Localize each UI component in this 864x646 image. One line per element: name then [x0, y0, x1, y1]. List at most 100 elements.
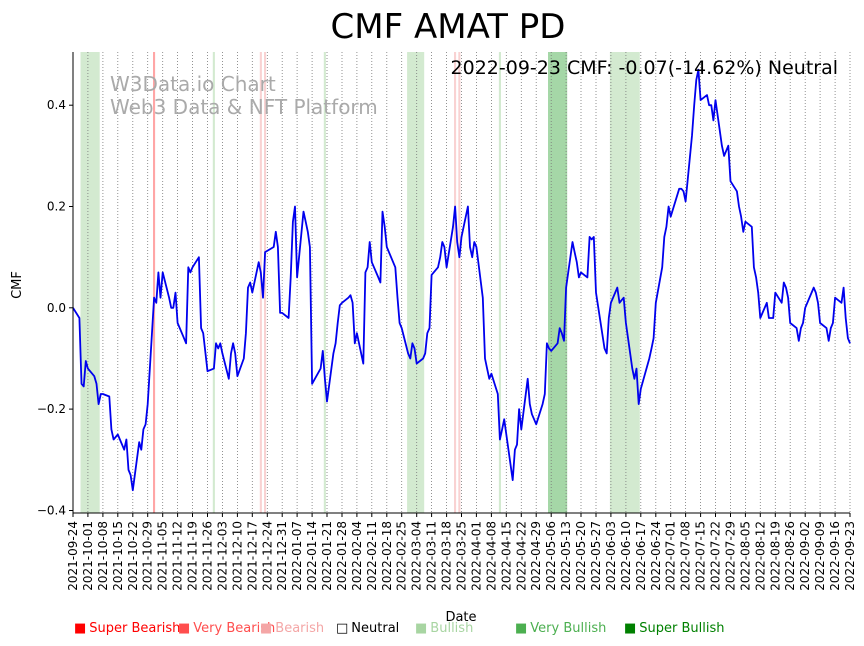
x-tick-label: 2022-01-28 — [335, 521, 349, 591]
y-ticks: −0.4 −0.2 0.0 0.2 0.4 — [37, 98, 73, 518]
legend-swatch: ■ — [74, 621, 87, 636]
x-tick-label: 2021-10-08 — [96, 521, 110, 591]
x-tick-label: 2022-07-01 — [664, 521, 678, 591]
signal-band — [407, 52, 425, 513]
x-tick-label: 2021-12-10 — [230, 521, 244, 591]
legend-swatch: ■ — [178, 621, 191, 636]
legend-item: □ Neutral — [336, 621, 399, 636]
y-tick-label: −0.2 — [37, 402, 66, 416]
signal-band — [498, 52, 501, 513]
vertical-grid — [72, 52, 851, 513]
legend-label: Very Bearish — [193, 621, 276, 636]
legend: ■ Super Bearish ■ Very Bearish ■ Bearish □ Neut… — [74, 621, 854, 637]
x-tick-label: 2021-09-24 — [66, 521, 80, 591]
x-tick-label: 2022-08-19 — [768, 521, 782, 591]
x-tick-label: 2022-09-16 — [828, 521, 842, 591]
legend-label: Very Bullish — [530, 621, 607, 636]
signal-band — [454, 52, 457, 513]
legend-item: ■ Super Bullish — [624, 621, 725, 636]
x-tick-label: 2022-05-27 — [589, 521, 603, 591]
x-tick-label: 2022-02-04 — [350, 521, 364, 591]
legend-swatch: ■ — [415, 621, 428, 636]
x-tick-label: 2022-09-02 — [798, 521, 812, 591]
legend-label: Bullish — [430, 621, 474, 636]
x-tick-label: 2021-12-17 — [245, 521, 259, 591]
x-tick-label: 2022-06-24 — [649, 521, 663, 591]
legend-swatch: ■ — [515, 621, 528, 636]
x-tick-label: 2022-03-04 — [410, 521, 424, 591]
y-tick-label: 0.0 — [47, 301, 66, 315]
x-tick-label: 2022-08-12 — [753, 521, 767, 591]
x-ticks: 2021-09-24 2021-10-01 2021-10-08 2021-10-15… — [66, 513, 857, 591]
legend-label: Bearish — [275, 621, 325, 636]
x-tick-label: 2022-07-08 — [679, 521, 693, 591]
x-tick-label: 2022-05-20 — [574, 521, 588, 591]
legend-swatch: ■ — [624, 621, 637, 636]
legend-item: ■ Very Bullish — [515, 621, 606, 636]
x-tick-label: 2022-02-25 — [395, 521, 409, 591]
y-tick-label: 0.4 — [47, 98, 66, 112]
x-tick-label: 2022-08-26 — [783, 521, 797, 591]
series-line — [72, 68, 851, 492]
x-axis-label: Date — [445, 610, 476, 625]
x-tick-label: 2022-02-18 — [380, 521, 394, 591]
x-tick-label: 2021-10-29 — [141, 521, 155, 591]
legend-item: ■ Super Bearish — [74, 621, 180, 636]
watermark-line-2: Web3 Data & NFT Platform — [110, 95, 378, 119]
cmf-line — [72, 68, 851, 492]
x-tick-label: 2021-11-26 — [201, 521, 215, 591]
legend-item: ■ Very Bearish — [178, 621, 275, 636]
x-tick-label: 2022-09-23 — [843, 521, 857, 591]
x-tick-label: 2021-10-15 — [111, 521, 125, 591]
x-tick-label: 2022-09-09 — [813, 521, 827, 591]
legend-label: Super Bullish — [639, 621, 725, 636]
legend-swatch: □ — [336, 621, 349, 636]
signal-band — [212, 52, 215, 513]
legend-item: ■ Bearish — [260, 621, 324, 636]
x-tick-label: 2022-04-22 — [514, 521, 528, 591]
x-tick-label: 2022-04-08 — [484, 521, 498, 591]
x-tick-label: 2022-06-10 — [619, 521, 633, 591]
x-tick-label: 2022-06-03 — [604, 521, 618, 591]
legend-label: Super Bearish — [89, 621, 181, 636]
x-tick-label: 2021-12-31 — [275, 521, 289, 591]
x-tick-label: 2022-04-01 — [469, 521, 483, 591]
x-tick-label: 2022-05-13 — [559, 521, 573, 591]
x-tick-label: 2022-01-21 — [320, 521, 334, 591]
signal-band — [609, 52, 640, 513]
x-tick-label: 2021-12-03 — [215, 521, 229, 591]
x-tick-label: 2022-05-06 — [544, 521, 558, 591]
y-tick-label: 0.2 — [47, 200, 66, 214]
legend-item: ■ Bullish — [415, 621, 473, 636]
x-tick-label: 2021-11-05 — [156, 521, 170, 591]
x-tick-label: 2021-11-12 — [171, 521, 185, 591]
x-tick-label: 2022-08-05 — [738, 521, 752, 591]
x-tick-label: 2022-03-25 — [455, 521, 469, 591]
x-tick-label: 2022-01-14 — [305, 521, 319, 591]
x-tick-label: 2021-11-19 — [186, 521, 200, 591]
cmf-annotation: 2022-09-23 CMF: -0.07(-14.62%) Neutral — [451, 57, 838, 79]
x-tick-label: 2021-10-22 — [126, 521, 140, 591]
signal-band — [153, 52, 156, 513]
signal-band — [458, 52, 461, 513]
x-tick-label: 2022-03-18 — [440, 521, 454, 591]
x-tick-label: 2022-07-15 — [694, 521, 708, 591]
signal-band — [80, 52, 100, 513]
x-tick-label: 2022-07-22 — [709, 521, 723, 591]
x-tick-label: 2022-04-15 — [499, 521, 513, 591]
y-axis-label: CMF — [10, 271, 25, 299]
x-tick-label: 2022-01-07 — [290, 521, 304, 591]
legend-swatch: ■ — [260, 621, 273, 636]
x-tick-label: 2022-04-29 — [529, 521, 543, 591]
watermark: W3Data.io Chart Web3 Data & NFT Platform — [110, 72, 378, 119]
chart-title: CMF AMAT PD — [331, 7, 566, 47]
x-tick-label: 2022-02-11 — [365, 521, 379, 591]
signal-band — [548, 52, 568, 513]
x-tick-label: 2022-07-29 — [724, 521, 738, 591]
x-tick-label: 2021-12-24 — [260, 521, 274, 591]
signal-band — [264, 52, 267, 513]
x-tick-label: 2021-10-01 — [81, 521, 95, 591]
watermark-line-1: W3Data.io Chart — [110, 72, 276, 96]
x-tick-label: 2022-06-17 — [634, 521, 648, 591]
